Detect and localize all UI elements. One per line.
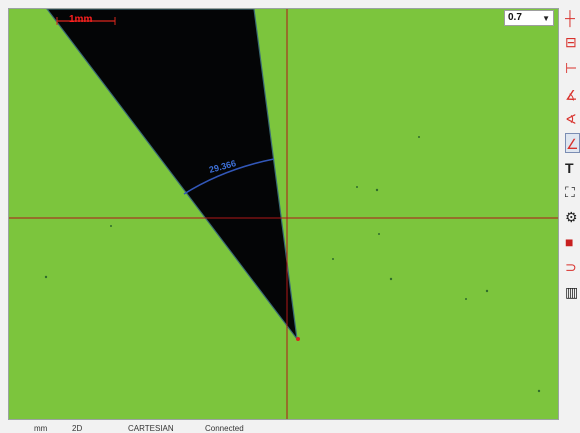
barcode-tool[interactable]: ▥ bbox=[565, 282, 580, 302]
speck bbox=[485, 289, 489, 293]
angle-b-tool[interactable]: ∢ bbox=[565, 109, 580, 129]
speck bbox=[465, 298, 467, 300]
status-connection: Connected bbox=[205, 424, 244, 433]
camera-viewport[interactable]: 29.366 1mm bbox=[8, 8, 559, 420]
image-canvas: 29.366 bbox=[9, 9, 558, 419]
fit-tool[interactable]: ⛶ bbox=[565, 182, 580, 202]
settings-tool[interactable]: ⚙ bbox=[565, 207, 580, 227]
box-icon: ⊟ bbox=[565, 34, 577, 50]
fit-icon: ⛶ bbox=[565, 184, 575, 200]
dark-wedge bbox=[46, 9, 298, 342]
measure-line-icon: ⊢ bbox=[565, 60, 578, 76]
status-coord-system: CARTESIAN bbox=[128, 424, 174, 433]
status-mode: 2D bbox=[72, 424, 83, 433]
angle-a-tool[interactable]: ∡ bbox=[565, 85, 580, 105]
speck bbox=[332, 258, 334, 260]
box-tool[interactable]: ⊟ bbox=[565, 32, 580, 52]
settings-icon: ⚙ bbox=[565, 209, 578, 225]
scale-bar-label: 1mm bbox=[69, 14, 93, 25]
crosshair-icon: ┼ bbox=[565, 10, 575, 26]
record-tool[interactable]: ■ bbox=[565, 232, 580, 252]
speck bbox=[537, 389, 541, 393]
angle-tool[interactable]: ∠ bbox=[565, 133, 580, 153]
barcode-icon: ▥ bbox=[565, 284, 579, 300]
vertex-marker bbox=[296, 337, 300, 341]
chevron-down-icon: ▼ bbox=[542, 14, 550, 23]
angle-tool-icon: ∠ bbox=[566, 136, 579, 152]
speck bbox=[356, 186, 358, 188]
zoom-value: 0.7 bbox=[508, 12, 522, 23]
measurement-toolbar: ┼ ⊟ ⊢ ∡ ∢ ∠ T ⛶ ⚙ ■ ⊃ ▥ bbox=[565, 8, 580, 308]
speck bbox=[110, 225, 112, 227]
speck bbox=[418, 136, 420, 138]
angle-arc bbox=[183, 158, 275, 195]
status-bar: mm 2D CARTESIAN Connected bbox=[0, 423, 580, 433]
record-icon: ■ bbox=[565, 234, 574, 250]
speck bbox=[389, 277, 393, 281]
crosshair-tool[interactable]: ┼ bbox=[565, 8, 580, 28]
angle-b-icon: ∢ bbox=[565, 111, 577, 127]
text-icon: T bbox=[565, 160, 574, 176]
text-tool[interactable]: T bbox=[565, 158, 580, 178]
speck bbox=[375, 188, 379, 192]
angle-a-icon: ∡ bbox=[565, 87, 578, 103]
layers-tool[interactable]: ⊃ bbox=[565, 257, 580, 277]
layers-icon: ⊃ bbox=[565, 259, 577, 275]
speck bbox=[44, 275, 48, 279]
measure-line-tool[interactable]: ⊢ bbox=[565, 58, 580, 78]
speck bbox=[378, 233, 380, 235]
zoom-select[interactable]: 0.7 ▼ bbox=[504, 10, 554, 26]
status-unit: mm bbox=[34, 424, 48, 433]
